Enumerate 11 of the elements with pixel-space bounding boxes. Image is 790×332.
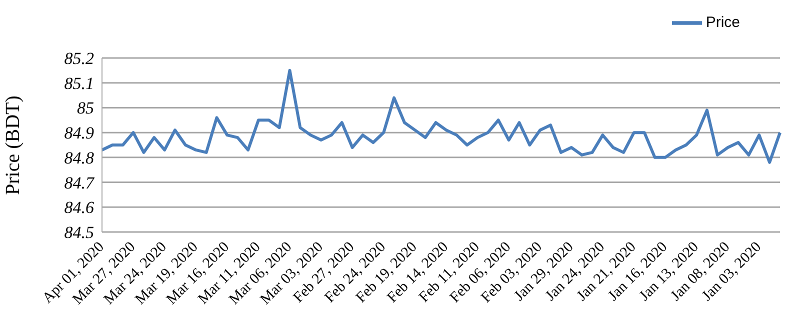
y-tick-label: 85 xyxy=(77,98,94,118)
y-tick-label: 85.2 xyxy=(64,49,94,68)
y-tick-label: 84.6 xyxy=(64,198,94,218)
y-axis-title: Price (BDT) xyxy=(2,96,24,195)
y-tick-label: 84.9 xyxy=(64,124,94,143)
line-series xyxy=(100,68,782,164)
legend-label: Price xyxy=(706,14,740,31)
y-tick-label: 84.7 xyxy=(64,173,96,192)
y-tick-label: 84.5 xyxy=(64,223,94,242)
y-tick-label: 84.8 xyxy=(64,148,94,168)
y-tick-label: 85.1 xyxy=(64,74,94,93)
